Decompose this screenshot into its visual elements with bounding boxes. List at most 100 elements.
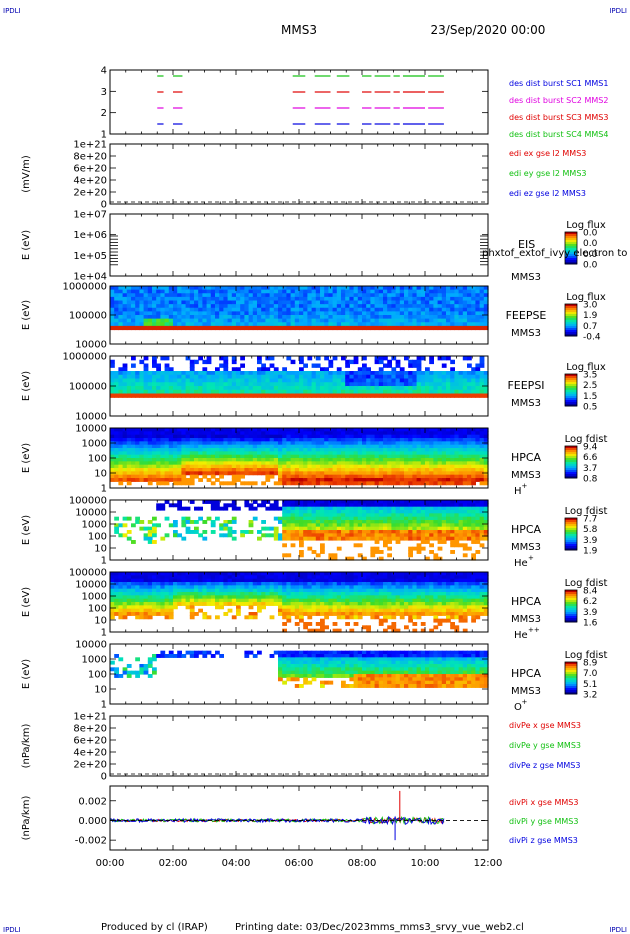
- feepsi-panel-cell: [164, 367, 170, 372]
- hpca-he1-panel-cell: [395, 516, 401, 521]
- feepse-panel-cell: [252, 325, 258, 331]
- hpca-he1-panel-cell: [152, 540, 157, 544]
- feepsi-panel-cell: [391, 367, 397, 372]
- feepsi-panel-cell: [236, 367, 241, 372]
- feepsi-panel-cell: [114, 374, 119, 380]
- hpca-h-panel-cell: [471, 471, 476, 476]
- eis-panel-colorbar-step: [565, 258, 577, 261]
- hpca-h-panel-cell: [126, 458, 132, 462]
- feepsi-panel-cell: [219, 393, 224, 398]
- feepsi-panel-cell: [131, 378, 136, 383]
- hpca-he2-panel-cell: [244, 615, 250, 620]
- hpca-h-panel-cell: [261, 431, 266, 436]
- feepsi-panel-cell: [227, 382, 233, 387]
- hpca-he1-panel-cell: [378, 520, 384, 524]
- hpca-h-panel-cell: [471, 464, 476, 469]
- hpca-he1-panel-cell: [450, 550, 455, 554]
- hpca-he1-panel-cell: [215, 500, 220, 504]
- hpca-he1-panel-cell: [404, 526, 409, 531]
- feepsi-panel-cell: [366, 386, 371, 391]
- hpca-h-panel-cell: [433, 461, 439, 466]
- hpca-he1-panel-cell: [471, 553, 476, 558]
- hpca-h-panel-cell: [303, 451, 308, 456]
- feepse-panel-cell: [450, 325, 455, 331]
- hpca-h-panel-cell: [395, 444, 401, 449]
- hpca-he1-panel-cell: [412, 520, 418, 524]
- hpca-he1-panel-cell: [458, 520, 464, 524]
- feepsi-panel-cell: [311, 363, 317, 368]
- hpca-h-panel-cell: [269, 474, 275, 479]
- hpca-h-panel-cell: [467, 448, 472, 452]
- feepsi-panel-cell: [408, 378, 413, 383]
- hpca-he1-panel-cell: [471, 516, 476, 521]
- hpca-h-panel-cell: [454, 458, 460, 462]
- hpca-h-panel-cell: [269, 461, 275, 466]
- feepse-panel-cell: [189, 296, 195, 302]
- feepse-panel-cell: [420, 300, 426, 305]
- feepse-panel-cell: [362, 304, 367, 309]
- hpca-he1-panel-cell: [336, 536, 342, 541]
- feepse-panel-cell: [143, 315, 149, 320]
- hpca-he2-panel-cell: [110, 585, 115, 590]
- hpca-h-panel-cell: [341, 474, 346, 479]
- hpca-h-panel-cell: [160, 481, 166, 486]
- hpca-h-panel-cell: [164, 481, 170, 486]
- feepse-panel-cell: [437, 318, 443, 323]
- hpca-h-panel-cell: [114, 468, 119, 472]
- feepse-panel-cell: [336, 315, 342, 320]
- feepse-panel-cell: [462, 307, 468, 312]
- feepse-panel-cell: [404, 322, 409, 327]
- hpca-he1-panel-cell: [152, 530, 157, 534]
- feepse-panel-cell: [168, 307, 174, 312]
- feepsi-panel-cell: [441, 371, 447, 376]
- hpca-he1-panel-cell: [383, 540, 388, 544]
- feepse-panel-cell: [336, 300, 342, 305]
- hpca-he2-panel-cell: [206, 572, 212, 576]
- feepse-panel-cell: [122, 300, 128, 305]
- feepse-panel-cell: [462, 318, 468, 323]
- hpca-h-panel-cell: [252, 461, 258, 466]
- feepsi-panel-cell: [160, 393, 166, 398]
- hpca-h-panel-cell: [450, 474, 455, 479]
- hpca-h-panel-cell: [215, 434, 220, 439]
- hpca-he1-panel-cell: [420, 503, 426, 508]
- hpca-h-panel-cell: [131, 474, 136, 479]
- feepse-panel-cell: [110, 293, 115, 298]
- feepse-panel-cell: [332, 286, 338, 291]
- feepsi-panel-cell: [404, 393, 409, 398]
- feepse-panel-cell: [303, 325, 308, 331]
- hpca-he1-panel-cell: [370, 516, 376, 521]
- hpca-he1-panel-cell: [420, 533, 426, 538]
- hpca-h-panel-cell: [391, 481, 397, 486]
- hpca-h-panel-cell: [185, 448, 191, 452]
- feepse-panel-cell: [454, 325, 460, 331]
- hpca-h-panel-cell: [168, 478, 174, 482]
- hpca-he1-panel-cell: [416, 510, 422, 514]
- feepsi-panel-cell: [261, 374, 266, 380]
- hpca-h-panel-cell: [307, 431, 313, 436]
- hpca-h-panel-cell: [265, 434, 271, 439]
- hpca-h-panel-cell: [282, 478, 287, 482]
- hpca-he2-panel-cell: [177, 598, 182, 603]
- hpca-he1-panel-cell: [458, 543, 464, 548]
- hpca-h-panel-cell: [236, 428, 241, 432]
- hpca-h-panel-cell: [425, 454, 430, 459]
- feepsi-panel-cell: [315, 382, 321, 387]
- hpca-he2-panel-cell: [164, 582, 170, 586]
- hpca-h-panel-cell: [164, 468, 170, 472]
- hpca-he1-panel-cell: [454, 503, 460, 508]
- hpca-h-panel-cell: [429, 471, 434, 476]
- hpca-h-panel-cell: [404, 468, 409, 472]
- hpca-h-panel-cell: [395, 454, 401, 459]
- hpca-h-panel-cell: [114, 461, 119, 466]
- hpca-he1-panel-cell: [353, 513, 359, 518]
- feepse-panel-cell: [236, 304, 241, 309]
- hpca-h-panel-cell: [181, 451, 187, 456]
- hpca-he2-panel-cell: [202, 598, 208, 603]
- hpca-he2-panel-cell: [152, 572, 157, 576]
- hpca-h-panel-cell: [467, 471, 472, 476]
- hpca-he2-panel-cell: [164, 575, 170, 580]
- hpca-h-panel-cell: [378, 441, 384, 446]
- feepsi-panel-cell: [206, 389, 212, 395]
- feepse-panel-cell: [160, 307, 166, 312]
